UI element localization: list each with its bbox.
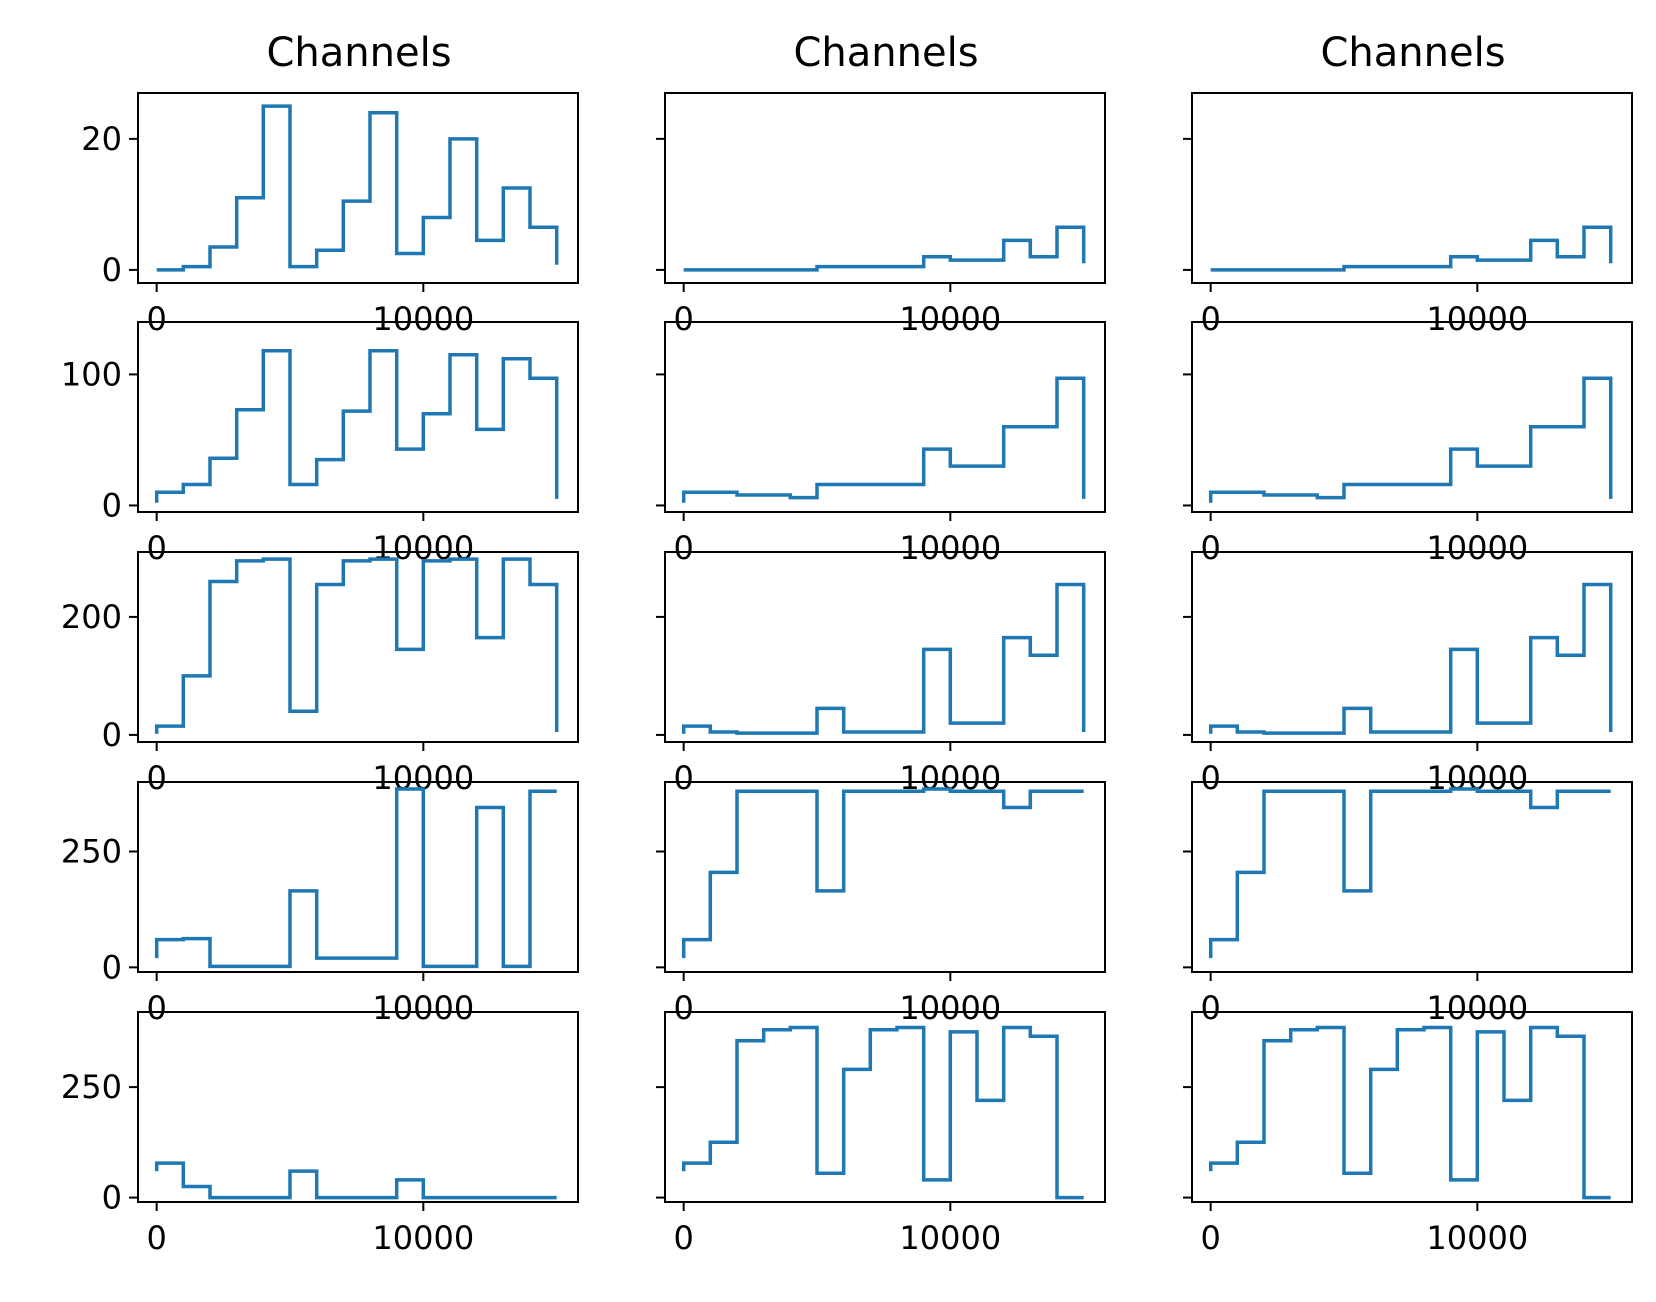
x-tick-label: 0 — [1200, 759, 1220, 797]
y-tick-label: 20 — [81, 120, 122, 158]
y-tick-label: 100 — [61, 355, 122, 393]
series-line — [154, 1161, 557, 1200]
y-tick-label: 0 — [102, 486, 122, 524]
subplot-r3-c2: 0 10000 — [656, 551, 1106, 797]
x-tick-label: 0 — [1200, 989, 1220, 1027]
x-tick-label: 10000 — [1426, 529, 1528, 567]
series-line — [681, 787, 1084, 959]
axes-frame — [664, 1011, 1106, 1203]
axes-frame — [137, 551, 579, 743]
x-tick-label: 0 — [673, 989, 693, 1027]
x-tick-label: 10000 — [372, 1219, 474, 1257]
series-line — [156, 104, 559, 272]
x-tick-label: 0 — [146, 300, 166, 338]
subplot-r2-c3: 0 10000 — [1183, 321, 1633, 567]
y-tick-label: 250 — [61, 1068, 122, 1106]
x-tick-label: 10000 — [899, 1219, 1001, 1257]
x-tick-label: 0 — [1200, 1219, 1220, 1257]
axes-frame — [664, 92, 1106, 284]
axes-frame — [137, 1011, 579, 1203]
x-tick-label: 10000 — [899, 989, 1001, 1027]
x-tick-label: 10000 — [1426, 989, 1528, 1027]
x-tick-label: 0 — [146, 759, 166, 797]
x-tick-label: 10000 — [899, 529, 1001, 567]
series-line — [1208, 1025, 1611, 1200]
x-tick-label: 10000 — [1426, 1219, 1528, 1257]
x-tick-label: 0 — [673, 1219, 693, 1257]
series-line — [683, 225, 1086, 272]
x-tick-label: 10000 — [899, 300, 1001, 338]
subplot-r5-c3: 0 10000 — [1183, 1011, 1633, 1257]
x-tick-label: 0 — [1200, 529, 1220, 567]
axes-frame — [664, 551, 1106, 743]
subplot-r3-c3: 0 10000 — [1183, 551, 1633, 797]
x-tick-label: 10000 — [1426, 300, 1528, 338]
y-tick-label: 200 — [61, 598, 122, 636]
subplot-r5-c1: 0 250 0 10000 — [61, 1011, 579, 1257]
column-title-2: Channels — [793, 30, 978, 76]
axes-frame — [1191, 781, 1633, 973]
series-line — [154, 557, 559, 734]
subplot-r2-c2: 0 10000 — [656, 321, 1106, 567]
axes-frame — [664, 321, 1106, 513]
series-line — [681, 376, 1086, 503]
series-line — [154, 349, 559, 503]
y-tick-label: 0 — [102, 1179, 122, 1217]
column-title-3: Channels — [1320, 30, 1505, 76]
x-tick-label: 0 — [673, 529, 693, 567]
x-tick-label: 0 — [673, 300, 693, 338]
axes-frame — [137, 321, 579, 513]
subplot-r4-c2: 0 10000 — [656, 781, 1106, 1027]
subplot-r5-c2: 0 10000 — [656, 1011, 1106, 1257]
subplot-r1-c1: 0 20 0 10000 — [81, 92, 579, 338]
x-tick-label: 0 — [146, 989, 166, 1027]
series-line — [1210, 225, 1613, 272]
x-tick-label: 10000 — [372, 300, 474, 338]
series-line — [154, 787, 557, 969]
x-tick-label: 0 — [1200, 300, 1220, 338]
subplot-r4-c3: 0 10000 — [1183, 781, 1633, 1027]
series-line — [1208, 376, 1613, 503]
x-tick-label: 10000 — [372, 989, 474, 1027]
x-tick-label: 0 — [146, 529, 166, 567]
axes-frame — [137, 92, 579, 284]
y-tick-label: 0 — [102, 251, 122, 289]
axes-frame — [1191, 92, 1633, 284]
axes-frame — [1191, 321, 1633, 513]
series-line — [1208, 582, 1613, 735]
y-tick-label: 0 — [102, 716, 122, 754]
series-line — [681, 1025, 1084, 1200]
x-tick-label: 0 — [146, 1219, 166, 1257]
series-line — [1208, 787, 1611, 959]
column-titles: Channels Channels Channels — [266, 30, 1505, 76]
series-line — [681, 582, 1086, 735]
column-title-1: Channels — [266, 30, 451, 76]
x-tick-label: 0 — [673, 759, 693, 797]
subplot-r1-c2: 0 10000 — [656, 92, 1106, 338]
y-tick-label: 250 — [61, 833, 122, 871]
subplot-r1-c3: 0 10000 — [1183, 92, 1633, 338]
y-tick-label: 0 — [102, 948, 122, 986]
axes-frame — [137, 781, 579, 973]
axes-frame — [664, 781, 1106, 973]
subplot-r4-c1: 0 250 0 10000 — [61, 781, 579, 1027]
axes-frame — [1191, 1011, 1633, 1203]
axes-frame — [1191, 551, 1633, 743]
